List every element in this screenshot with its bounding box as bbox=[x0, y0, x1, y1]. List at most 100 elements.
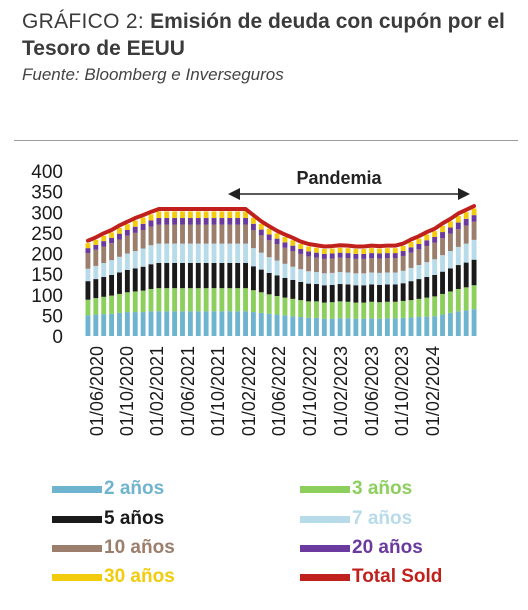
bar-segment bbox=[337, 284, 343, 302]
bar-segment bbox=[298, 248, 304, 254]
bar-segment bbox=[172, 211, 178, 219]
bar-segment bbox=[447, 291, 453, 313]
bar-segment bbox=[329, 253, 335, 259]
bar-segment bbox=[471, 215, 477, 222]
bar-segment bbox=[266, 257, 272, 273]
bar-segment bbox=[211, 262, 217, 289]
bar-segment bbox=[235, 262, 241, 289]
y-tick-label: 250 bbox=[31, 224, 63, 245]
bar-segment bbox=[195, 243, 201, 263]
bar-segment bbox=[282, 247, 288, 264]
bar-segment bbox=[369, 258, 375, 273]
legend-swatch bbox=[300, 485, 350, 493]
bar-segment bbox=[306, 317, 312, 336]
bar-segment bbox=[258, 223, 264, 230]
bar-segment bbox=[384, 248, 390, 254]
bar-segment bbox=[156, 211, 162, 219]
bar-segment bbox=[258, 312, 264, 336]
bar-segment bbox=[243, 211, 248, 219]
bar-segment bbox=[337, 318, 343, 336]
bar-segment bbox=[140, 248, 146, 267]
x-tick-label: 01/02/2024 bbox=[423, 346, 443, 436]
bar-segment bbox=[329, 284, 335, 303]
legend-swatch bbox=[52, 485, 102, 493]
bar-segment bbox=[132, 220, 138, 227]
bar-segment bbox=[369, 284, 375, 302]
bar-segment bbox=[408, 300, 414, 318]
bar-segment bbox=[290, 279, 296, 299]
bar-segment bbox=[337, 272, 343, 285]
x-tick-label: 01/06/2021 bbox=[178, 346, 198, 436]
bar-segment bbox=[187, 288, 193, 312]
bar-segment bbox=[266, 234, 272, 241]
bar-segment bbox=[455, 215, 461, 223]
bar-segment bbox=[235, 211, 241, 219]
bar-segment bbox=[290, 266, 296, 280]
bar-segment bbox=[187, 243, 193, 263]
bar-segment bbox=[219, 211, 225, 219]
y-tick-label: 400 bbox=[31, 162, 63, 183]
bar-segment bbox=[266, 272, 272, 295]
bar-segment bbox=[392, 272, 398, 285]
bar-segment bbox=[463, 218, 469, 226]
bar-segment bbox=[345, 253, 351, 259]
bar-segment bbox=[187, 224, 193, 244]
bar-segment bbox=[250, 223, 256, 230]
legend-swatch bbox=[300, 515, 350, 523]
bar-segment bbox=[101, 246, 107, 263]
bar-segment bbox=[329, 248, 335, 254]
bar-segment bbox=[211, 288, 217, 312]
bar-segment bbox=[148, 288, 154, 312]
bar-segment bbox=[235, 218, 241, 225]
bar-segment bbox=[164, 218, 170, 225]
bar-segment bbox=[274, 244, 280, 261]
bar-segment bbox=[416, 244, 422, 250]
bar-segment bbox=[85, 248, 91, 254]
bar-segment bbox=[180, 224, 185, 244]
bar-segment bbox=[384, 272, 390, 285]
bar-segment bbox=[235, 243, 241, 263]
bar-segment bbox=[314, 284, 319, 302]
bar-segment bbox=[132, 268, 138, 292]
x-tick-label: 01/10/2023 bbox=[392, 346, 412, 436]
bar-segment bbox=[274, 275, 280, 296]
bar-segment bbox=[298, 253, 304, 270]
bar-segment bbox=[101, 296, 107, 315]
bar-segment bbox=[440, 293, 445, 315]
bar-segment bbox=[85, 299, 91, 316]
bar-segment bbox=[101, 314, 107, 336]
x-tick-label: 01/10/2020 bbox=[117, 346, 137, 436]
bar-segment bbox=[384, 253, 390, 259]
bar-segment bbox=[306, 301, 312, 318]
bar-segment bbox=[353, 253, 359, 259]
x-tick-label: 01/10/2022 bbox=[300, 346, 320, 436]
bar-segment bbox=[447, 221, 453, 228]
bar-segment bbox=[124, 312, 130, 336]
bar-segment bbox=[290, 316, 296, 336]
chart-legend: 2 años 3 años 5 años 7 años 10 años 20 años 30… bbox=[0, 474, 528, 604]
bar-segment bbox=[250, 312, 256, 336]
bar-segment bbox=[109, 232, 115, 238]
bar-segment bbox=[471, 221, 477, 240]
bar-segment bbox=[440, 255, 445, 272]
bar-segment bbox=[377, 318, 382, 336]
bar-segment bbox=[424, 240, 430, 247]
bar-segment bbox=[377, 284, 382, 303]
bar-segment bbox=[416, 238, 422, 245]
bar-segment bbox=[353, 302, 359, 319]
bar-segment bbox=[101, 235, 107, 242]
bar-segment bbox=[140, 266, 146, 291]
legend-swatch bbox=[52, 515, 102, 523]
bar-segment bbox=[400, 317, 406, 336]
x-tick-label: 01/10/2021 bbox=[208, 346, 228, 436]
x-tick-label: 01/02/2023 bbox=[331, 346, 351, 436]
bar-segment bbox=[101, 277, 107, 297]
bar-segment bbox=[258, 229, 264, 236]
bar-segment bbox=[282, 297, 288, 316]
legend-label: 5 años bbox=[104, 508, 165, 529]
bar-segment bbox=[156, 311, 162, 336]
bar-segment bbox=[195, 211, 201, 219]
bar-segment bbox=[361, 318, 367, 336]
bar-segment bbox=[377, 253, 382, 259]
bar-segment bbox=[471, 285, 477, 310]
